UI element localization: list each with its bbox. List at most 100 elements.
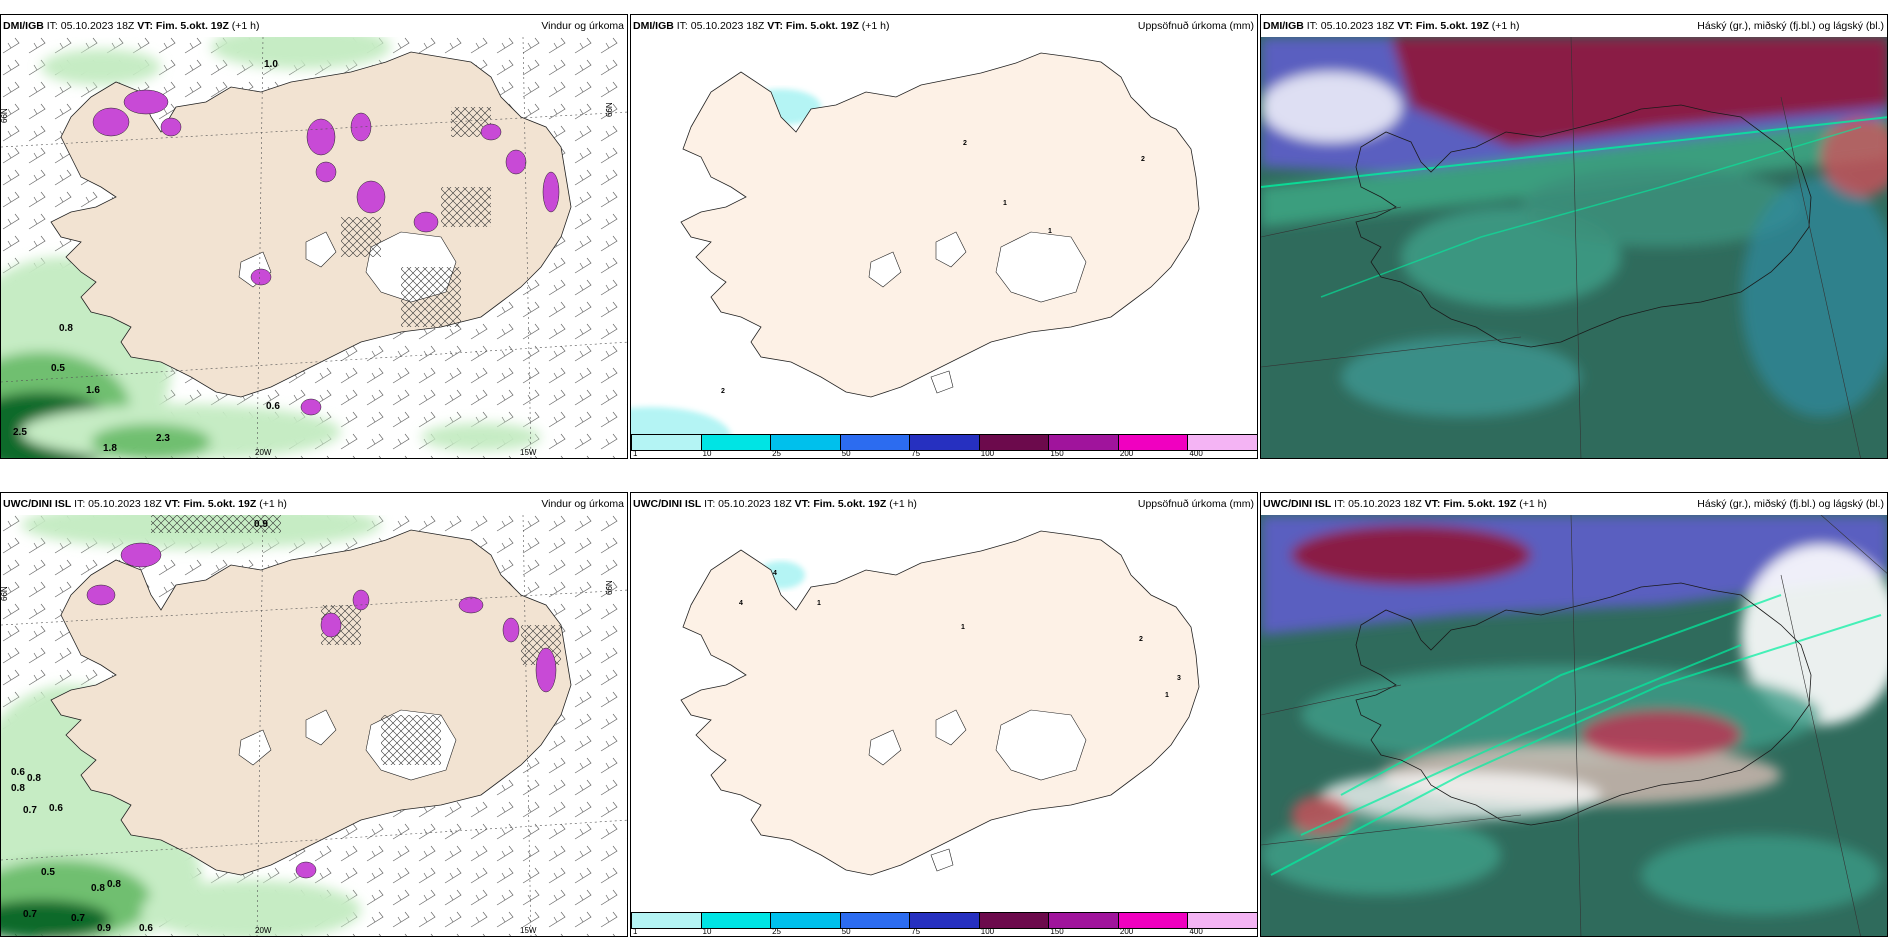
valid-time: VT: Fim. 5.okt. 19Z — [1424, 498, 1517, 510]
precip-value: 0.7 — [23, 805, 37, 816]
accum-value: 1 — [817, 600, 821, 607]
wind-precip-map: 66N 66N 20W 15W 1.0 0.8 0.5 1.6 2.5 1.8 … — [1, 37, 627, 458]
colorbar-label: 50 — [841, 449, 851, 458]
product-title: Vindur og úrkoma — [541, 20, 624, 32]
panel-header: UWC/DINI ISL IT: 05.10.2023 18Z VT: Fim.… — [631, 493, 1257, 515]
colorbar-label: 10 — [702, 927, 712, 936]
iceland-outline — [1355, 104, 1812, 348]
precip-value: 0.9 — [254, 519, 268, 530]
accum-precip-map: 4 4 1 1 2 3 1 — [680, 530, 1200, 876]
valid-time: VT: Fim. 5.okt. 19Z — [137, 20, 229, 32]
colorbar-swatch — [1187, 912, 1257, 929]
precip-colorbar: 1 10 25 50 75 100 150 200 400 — [631, 912, 1257, 936]
accum-value: 4 — [773, 570, 777, 577]
glaciers — [868, 231, 1087, 394]
panel-wind-precip-dmi: DMI/IGB IT: 05.10.2023 18Z VT: Fim. 5.ok… — [0, 14, 628, 459]
convective-cells — [92, 89, 560, 416]
init-time: IT: 05.10.2023 18Z — [1306, 20, 1395, 32]
precip-value: 2.5 — [13, 427, 27, 438]
valid-time: VT: Fim. 5.okt. 19Z — [164, 498, 257, 510]
colorbar-label: 100 — [980, 927, 995, 936]
precip-value: 0.8 — [11, 783, 25, 794]
lon-label: 15W — [520, 448, 537, 457]
panel-header: DMI/IGB IT: 05.10.2023 18Z VT: Fim. 5.ok… — [631, 15, 1257, 37]
precip-value: 0.8 — [27, 773, 41, 784]
graticule — [1, 515, 627, 936]
init-time: IT: 05.10.2023 18Z — [74, 498, 162, 510]
cloud-layers-map — [1261, 37, 1887, 458]
valid-time: VT: Fim. 5.okt. 19Z — [794, 498, 887, 510]
precip-value: 0.6 — [49, 803, 63, 814]
iceland-land — [680, 530, 1200, 876]
accum-value: 4 — [739, 600, 743, 607]
precip-value: 0.6 — [266, 401, 280, 412]
panel-header: UWC/DINI ISL IT: 05.10.2023 18Z VT: Fim.… — [1261, 493, 1887, 515]
accum-labels: 2 2 1 1 2 — [721, 140, 1145, 395]
panel-header: DMI/IGB IT: 05.10.2023 18Z VT: Fim. 5.ok… — [1, 15, 627, 37]
colorbar-label: 400 — [1189, 449, 1203, 458]
init-time: IT: 05.10.2023 18Z — [46, 20, 135, 32]
model-name: UWC/DINI ISL — [633, 498, 702, 510]
colorbar-swatch — [631, 912, 702, 929]
panel-cloud-layers-dmi: DMI/IGB IT: 05.10.2023 18Z VT: Fim. 5.ok… — [1260, 14, 1888, 459]
accum-value: 2 — [721, 388, 725, 395]
product-title: Háský (gr.), miðský (fj.bl.) og lágský (… — [1697, 20, 1884, 32]
init-time: IT: 05.10.2023 18Z — [676, 20, 765, 32]
precip-labels: 1.0 0.8 0.5 1.6 2.5 1.8 2.3 0.6 — [13, 59, 280, 454]
lon-label: 15W — [520, 926, 537, 935]
lat-label: 66N — [605, 580, 614, 595]
product-title: Uppsöfnuð úrkoma (mm) — [1137, 498, 1254, 510]
precip-colorbar: 1 10 25 50 75 100 150 200 400 — [631, 434, 1257, 458]
colorbar-label: 100 — [980, 449, 995, 458]
iceland-land — [50, 529, 572, 876]
lat-label: 66N — [1, 108, 9, 123]
precip-value: 0.5 — [51, 363, 65, 374]
lead-time: (+1 h) — [889, 498, 917, 510]
colorbar-label: 75 — [911, 449, 921, 458]
colorbar-swatch — [631, 434, 702, 451]
precip-value: 1.8 — [103, 443, 117, 454]
valid-time: VT: Fim. 5.okt. 19Z — [1397, 20, 1489, 32]
lat-label: 66N — [1, 586, 9, 601]
precip-value: 1.6 — [86, 385, 100, 396]
colorbar-label: 150 — [1050, 449, 1064, 458]
colorbar-label: 50 — [841, 927, 851, 936]
init-time: IT: 05.10.2023 18Z — [1334, 498, 1422, 510]
init-time: IT: 05.10.2023 18Z — [704, 498, 792, 510]
accum-value: 1 — [1048, 228, 1052, 235]
precip-value: 0.7 — [71, 913, 85, 924]
product-title: Háský (gr.), miðský (fj.bl.) og lágský (… — [1697, 498, 1884, 510]
product-title: Uppsöfnuð úrkoma (mm) — [1137, 20, 1254, 32]
iceland-outline — [1355, 582, 1812, 826]
colorbar-label: 200 — [1119, 449, 1134, 458]
iceland-land — [680, 52, 1200, 398]
precip-value: 1.0 — [264, 59, 278, 70]
precip-labels: 0.9 0.6 0.8 0.8 0.7 0.6 0.5 0.8 0.8 0.7 … — [11, 519, 268, 934]
graticule — [1, 37, 627, 458]
panel-header: UWC/DINI ISL IT: 05.10.2023 18Z VT: Fim.… — [1, 493, 627, 515]
lead-time: (+1 h) — [231, 20, 260, 32]
model-name: DMI/IGB — [3, 20, 44, 32]
panel-cloud-layers-uwc: UWC/DINI ISL IT: 05.10.2023 18Z VT: Fim.… — [1260, 492, 1888, 937]
panel-accum-precip-uwc: UWC/DINI ISL IT: 05.10.2023 18Z VT: Fim.… — [630, 492, 1258, 937]
precip-value: 0.6 — [11, 767, 25, 778]
model-name: DMI/IGB — [1263, 20, 1304, 32]
model-name: DMI/IGB — [633, 20, 674, 32]
precip-value: 0.8 — [91, 883, 105, 894]
lead-time: (+1 h) — [1491, 20, 1520, 32]
colorbar-label: 400 — [1189, 927, 1203, 936]
colorbar-label: 25 — [772, 449, 782, 458]
panel-header: DMI/IGB IT: 05.10.2023 18Z VT: Fim. 5.ok… — [1261, 15, 1887, 37]
accum-precip-map: 2 2 1 1 2 — [631, 52, 1200, 435]
lon-label: 20W — [255, 926, 272, 935]
colorbar-swatch — [700, 912, 772, 929]
model-name: UWC/DINI ISL — [3, 498, 72, 510]
wind-precip-map: 66N 66N 20W 15W 0.9 0.6 0.8 0.8 0.7 0.6 … — [1, 515, 627, 936]
glaciers — [868, 709, 1087, 872]
colorbar-label: 1 — [633, 449, 638, 458]
model-name: UWC/DINI ISL — [1263, 498, 1332, 510]
colorbar-label: 1 — [633, 927, 638, 936]
accum-value: 2 — [1139, 636, 1143, 643]
precip-value: 0.5 — [41, 867, 55, 878]
colorbar-label: 75 — [911, 927, 921, 936]
